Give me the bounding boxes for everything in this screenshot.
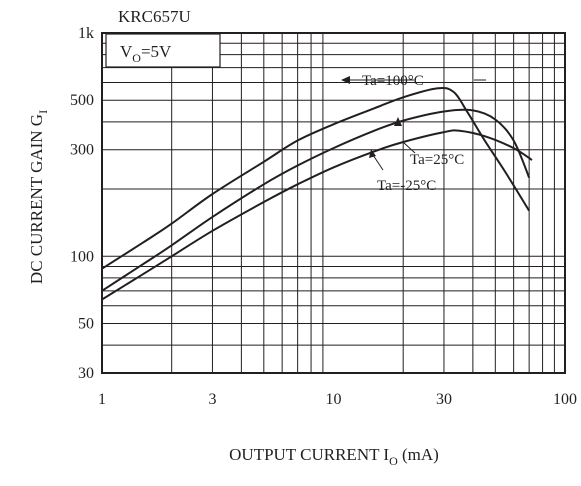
leader-line-25c <box>402 141 416 154</box>
x-tick-label: 30 <box>436 391 452 408</box>
x-tick-label: 100 <box>553 391 577 408</box>
annotation-leaders <box>346 79 486 171</box>
annotation-arrowheads <box>341 76 402 158</box>
x-axis-label: OUTPUT CURRENT IO (mA) <box>229 445 439 468</box>
arrowhead-25c <box>394 117 402 126</box>
arrowhead-100c <box>341 76 350 84</box>
y-tick-label: 50 <box>78 315 94 332</box>
x-tick-label: 3 <box>208 391 216 408</box>
condition-label: VO=5V <box>120 42 172 65</box>
series-line-2 <box>101 129 533 301</box>
y-tick-label: 30 <box>78 365 94 382</box>
x-tick-label: 10 <box>326 391 342 408</box>
x-tick-labels: 1 3 10 30 100 <box>98 391 577 408</box>
y-tick-label: 300 <box>70 142 94 159</box>
y-tick-labels: 30 50 100 300 500 1k <box>70 25 94 382</box>
series-line-0 <box>101 86 530 270</box>
condition-box-frame <box>105 33 221 68</box>
series-lines <box>101 86 533 301</box>
plot-frame <box>101 32 566 374</box>
y-tick-label: 100 <box>70 248 94 265</box>
y-tick-label: 1k <box>78 25 94 42</box>
y-tick-label: 500 <box>70 92 94 109</box>
series-line-1 <box>101 108 531 292</box>
grid <box>102 33 565 373</box>
arrowhead-neg25c <box>369 149 376 158</box>
x-tick-label: 1 <box>98 391 106 408</box>
annotation-ta-neg25c: Ta=-25°C <box>377 178 436 194</box>
annotation-ta-25c: Ta=25°C <box>410 152 464 168</box>
annotation-ta-100c: Ta=100°C <box>362 73 424 89</box>
y-axis-label: DC CURRENT GAIN GI <box>27 110 50 284</box>
chart-title: KRC657U <box>118 7 191 26</box>
leader-line-neg25c <box>372 154 384 171</box>
condition-box: VO=5V <box>105 33 221 68</box>
